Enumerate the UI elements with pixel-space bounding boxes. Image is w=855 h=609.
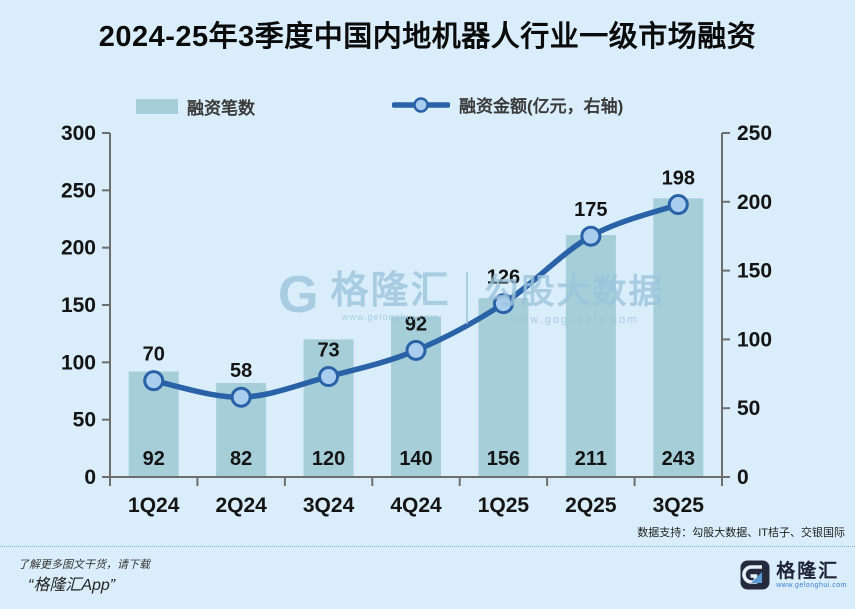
line-swatch-icon	[392, 96, 450, 113]
category-label: 3Q24	[303, 494, 355, 517]
right-axis-tick-label: 250	[737, 122, 772, 145]
bar-value-label: 140	[399, 448, 432, 470]
line-marker-2q24	[230, 386, 252, 408]
logo-text: 格隆汇	[776, 560, 840, 582]
category-label: 2Q25	[565, 494, 617, 517]
legend-item-bars: 融资笔数	[136, 94, 255, 119]
legend: 融资笔数 融资金额(亿元，右轴)	[0, 92, 855, 118]
bar-value-label: 211	[575, 448, 607, 470]
footer-promo-line2: “格隆汇App”	[28, 577, 116, 594]
bar-value-label: 82	[230, 448, 252, 470]
gelonghui-logo: 格隆汇 www.gelonghui.com	[740, 560, 847, 590]
page-title: 2024-25年3季度中国内地机器人行业一级市场融资	[98, 21, 757, 53]
right-axis-tick-label: 100	[737, 328, 772, 351]
footer-divider	[0, 546, 855, 547]
left-axis-tick-label: 100	[61, 351, 96, 374]
line-marker-1q24	[143, 370, 165, 392]
left-axis-tick-label: 300	[61, 122, 96, 145]
right-axis-tick-label: 200	[737, 191, 772, 214]
bar-value-label: 156	[487, 448, 520, 470]
legend-line-label: 融资金额(亿元，右轴)	[459, 97, 624, 116]
bar-3q25	[653, 198, 704, 478]
left-axis-tick-label: 200	[61, 237, 96, 260]
category-label: 4Q24	[390, 494, 442, 517]
line-marker-3q24	[318, 366, 340, 388]
left-axis-tick-label: 250	[61, 179, 96, 202]
category-label: 2Q24	[215, 494, 267, 517]
left-axis-tick-label: 50	[73, 409, 96, 432]
line-value-label: 92	[405, 313, 427, 335]
right-axis-tick-label: 50	[737, 397, 760, 420]
left-axis-tick-label: 150	[61, 294, 96, 317]
legend-bars-label: 融资笔数	[187, 99, 255, 118]
line-value-label: 58	[230, 360, 252, 382]
data-support-note: 数据支持：勾股大数据、IT桔子、交银国际	[637, 527, 845, 539]
bar-value-label: 243	[662, 448, 695, 470]
category-label: 3Q25	[653, 494, 705, 517]
line-marker-4q24	[405, 339, 427, 361]
funding-chart: 0 50 100 150 200 250 300 0 50 100 150 200 250 1Q24 2Q2…	[61, 122, 772, 517]
legend-item-line: 融资金额(亿元，右轴)	[392, 92, 623, 117]
line-value-label: 73	[317, 340, 339, 362]
logo-g-icon	[740, 560, 770, 590]
logo-url: www.gelonghui.com	[776, 581, 847, 589]
bar-2q25	[565, 235, 616, 477]
line-marker-1q25	[492, 293, 514, 315]
footer-promo-line1: 了解更多图文干货，请下载	[18, 559, 150, 571]
bar-1q25	[478, 298, 529, 477]
right-axis-tick-label: 150	[737, 260, 772, 283]
right-axis-tick-label: 0	[737, 466, 749, 489]
category-label: 1Q25	[478, 494, 530, 517]
category-label: 1Q24	[128, 494, 180, 517]
bar-value-label: 120	[312, 448, 345, 470]
line-value-label: 198	[662, 168, 695, 190]
line-value-label: 70	[143, 344, 165, 366]
bar-value-label: 92	[143, 448, 165, 470]
line-marker-3q25	[667, 194, 689, 216]
line-marker-2q25	[580, 225, 602, 247]
bar-3q24	[303, 339, 354, 477]
bar-swatch-icon	[136, 99, 178, 114]
line-value-label: 126	[487, 267, 520, 289]
left-axis-tick-label: 0	[84, 466, 96, 489]
line-value-label: 175	[574, 199, 607, 221]
